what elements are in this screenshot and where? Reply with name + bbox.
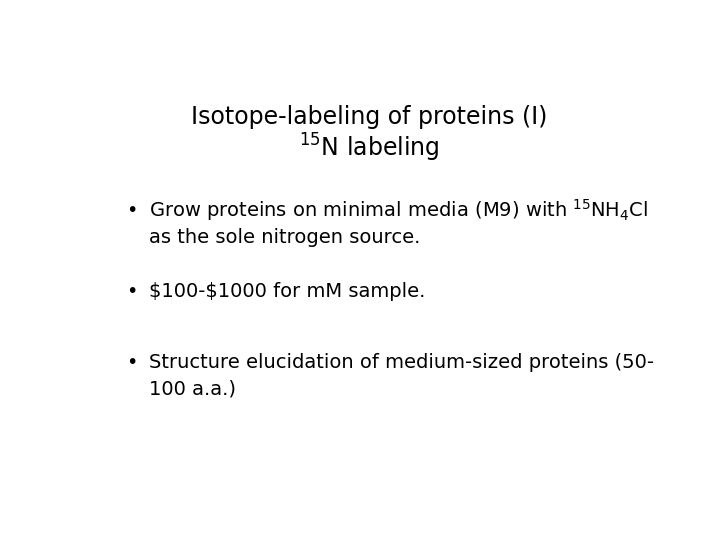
Text: $\mathregular{^{15}}$N labeling: $\mathregular{^{15}}$N labeling [299,132,439,164]
Text: •: • [126,201,138,220]
Text: •: • [126,353,138,372]
Text: as the sole nitrogen source.: as the sole nitrogen source. [148,228,420,247]
Text: 100 a.a.): 100 a.a.) [148,380,235,399]
Text: Isotope-labeling of proteins (I): Isotope-labeling of proteins (I) [191,105,547,129]
Text: •: • [126,282,138,301]
Text: Structure elucidation of medium-sized proteins (50-: Structure elucidation of medium-sized pr… [148,353,654,372]
Text: \$100-\$1000 for mM sample.: \$100-\$1000 for mM sample. [148,282,425,301]
Text: Grow proteins on minimal media (M9) with $\mathregular{^{15}}$NH$\mathregular{_4: Grow proteins on minimal media (M9) with… [148,198,647,223]
